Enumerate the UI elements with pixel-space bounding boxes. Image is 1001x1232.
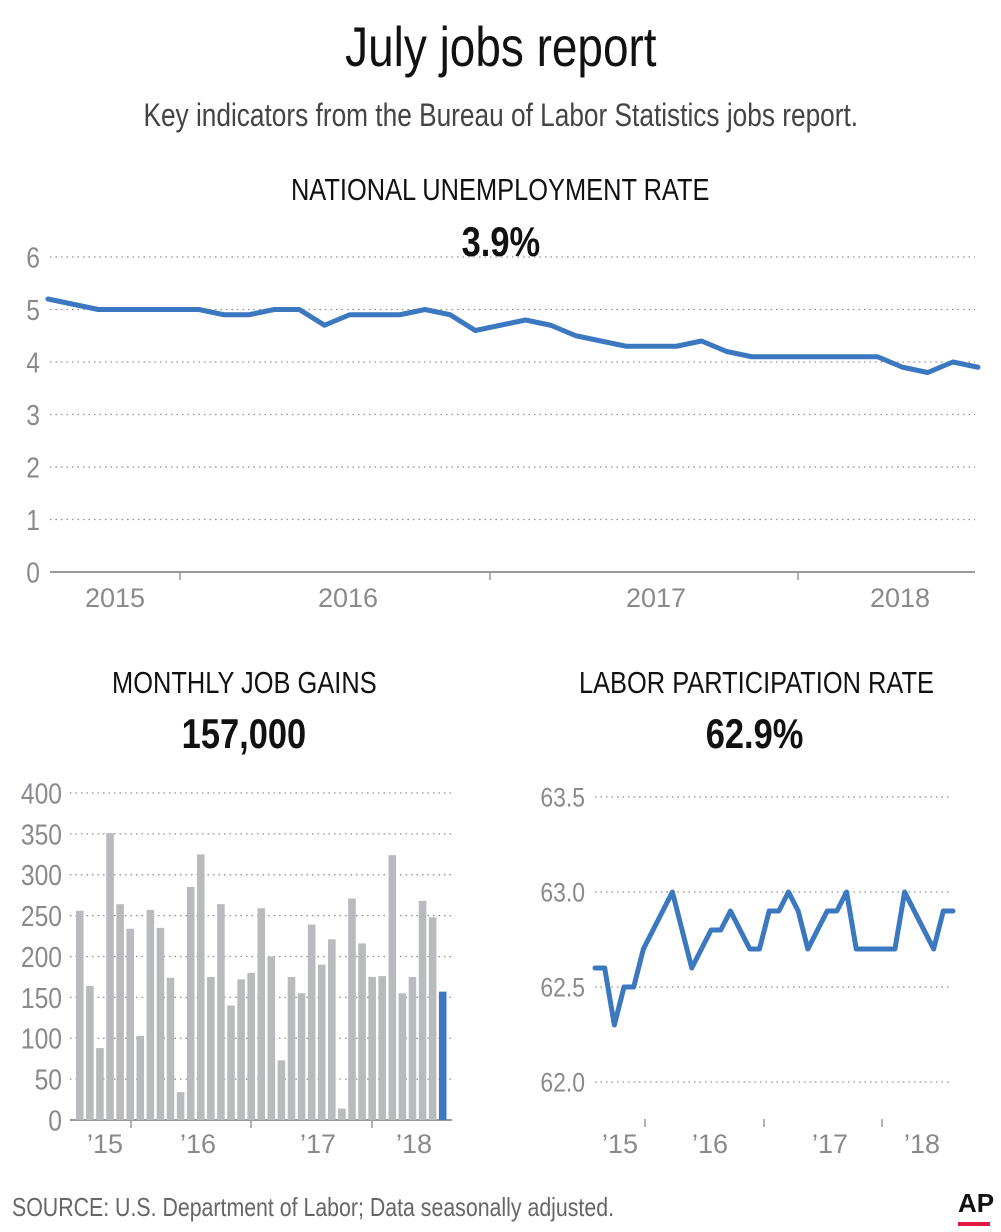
bar: [166, 977, 175, 1120]
bar: [297, 993, 306, 1120]
x-tick-label: 2016: [318, 583, 378, 613]
x-tick-label: ’17: [812, 1129, 848, 1159]
bar-latest: [438, 991, 447, 1120]
bar: [428, 917, 437, 1120]
bar: [408, 976, 417, 1120]
y-tick-label: 62.0: [540, 1068, 585, 1098]
participation-title: LABOR PARTICIPATION RATE: [578, 665, 934, 700]
x-tick-label: ’17: [300, 1129, 336, 1159]
bar: [398, 993, 407, 1120]
bar: [146, 909, 155, 1120]
bar: [176, 1092, 185, 1120]
bar: [388, 855, 397, 1120]
y-tick-label: 300: [21, 859, 62, 891]
y-tick-label: 0: [48, 1105, 62, 1137]
y-tick-label: 4: [26, 347, 40, 379]
y-tick-label: 350: [21, 818, 62, 850]
y-tick-label: 100: [21, 1023, 62, 1055]
y-tick-label: 250: [21, 900, 62, 932]
participation-value: 62.9%: [706, 710, 804, 757]
job-gains-title: MONTHLY JOB GAINS: [111, 665, 377, 700]
y-tick-label: 0: [26, 557, 40, 589]
y-tick-label: 200: [21, 941, 62, 973]
x-tick-label: 2018: [870, 583, 930, 613]
y-tick-label: 63.5: [540, 783, 585, 813]
y-tick-label: 150: [21, 982, 62, 1014]
x-tick-label: ’15: [87, 1129, 123, 1159]
bar: [257, 908, 266, 1120]
source-note: SOURCE: U.S. Department of Labor; Data s…: [12, 1192, 614, 1222]
bar: [247, 972, 255, 1120]
y-tick-label: 5: [26, 294, 40, 326]
unemployment-title: NATIONAL UNEMPLOYMENT RATE: [291, 172, 710, 207]
x-tick-label: ’18: [904, 1129, 940, 1159]
y-tick-label: 6: [26, 242, 40, 274]
bar: [307, 924, 316, 1120]
page-subtitle: Key indicators from the Bureau of Labor …: [143, 97, 858, 133]
bar: [348, 898, 356, 1120]
bar: [338, 1108, 346, 1120]
y-tick-label: 50: [35, 1064, 62, 1096]
bar: [106, 833, 114, 1120]
bar: [76, 910, 84, 1120]
bar: [237, 979, 245, 1120]
bar: [217, 904, 225, 1120]
y-tick-label: 2: [26, 452, 40, 484]
data-line: [45, 296, 981, 375]
bar: [186, 887, 195, 1120]
y-tick-label: 3: [26, 399, 40, 431]
bar: [277, 1060, 286, 1120]
bar: [328, 939, 336, 1120]
bar: [267, 956, 276, 1120]
y-tick-label: 400: [21, 778, 62, 810]
x-tick-label: ’18: [396, 1129, 432, 1159]
bar: [358, 943, 366, 1120]
job-gains-value: 157,000: [181, 710, 307, 757]
x-tick-label: 2015: [85, 583, 145, 613]
x-tick-label: ’15: [602, 1129, 638, 1159]
bar: [207, 976, 215, 1120]
bar: [287, 976, 296, 1120]
bar: [136, 1035, 145, 1120]
ap-logo: AP: [958, 1188, 995, 1218]
page-title: July jobs report: [344, 15, 657, 78]
y-tick-label: 62.5: [540, 973, 585, 1003]
bar: [418, 900, 427, 1120]
bar: [378, 976, 387, 1120]
y-tick-label: 1: [26, 504, 40, 536]
bar: [227, 1005, 235, 1120]
bar: [86, 985, 94, 1120]
ap-logo-underline: [958, 1222, 990, 1226]
bar: [196, 854, 205, 1120]
bar: [317, 964, 326, 1120]
y-tick-label: 63.0: [540, 878, 585, 908]
bar: [96, 1048, 104, 1120]
x-tick-label: ’16: [180, 1129, 216, 1159]
x-tick-label: 2017: [626, 583, 686, 613]
data-line: [592, 889, 956, 1028]
bar: [116, 904, 124, 1120]
x-tick-label: ’16: [692, 1129, 728, 1159]
bar: [126, 928, 134, 1120]
bar: [156, 927, 165, 1120]
bar: [368, 976, 376, 1120]
